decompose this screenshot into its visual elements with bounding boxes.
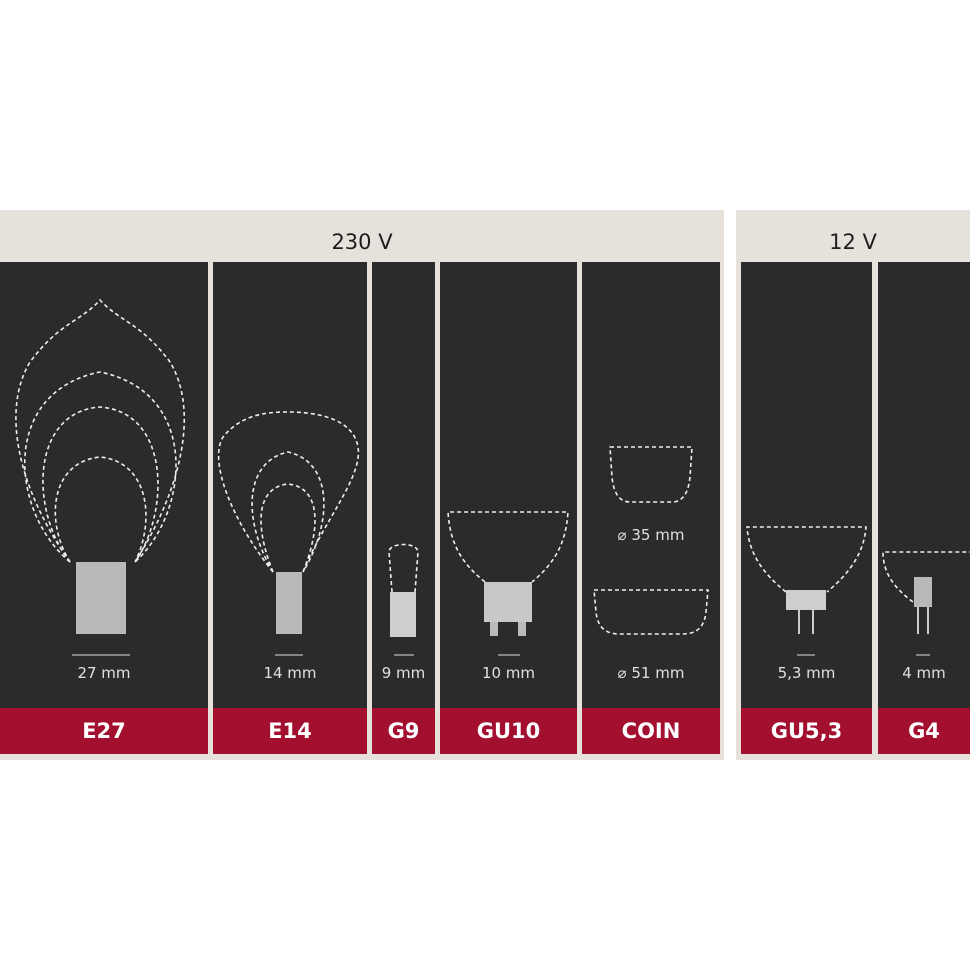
size-label: 10 mm	[481, 664, 536, 682]
base-label-e27: E27	[0, 708, 208, 754]
panel-g4: 4 mm	[878, 262, 970, 708]
g4-bulb-icon	[882, 551, 970, 656]
g9-bulb-icon	[388, 543, 419, 656]
e27-bulb-outline-icon	[15, 298, 186, 656]
base-label-g4: G4	[878, 708, 970, 754]
base-label-e14: E14	[213, 708, 367, 754]
base-label-gu53: GU5,3	[741, 708, 872, 754]
panel-gu53: 5,3 mm	[741, 262, 872, 708]
e14-bulb-outline-icon	[217, 411, 360, 656]
size-label: 4 mm	[902, 664, 946, 682]
size-label: 27 mm	[77, 664, 131, 682]
size-label: ⌀ 51 mm	[617, 664, 685, 682]
size-label: 9 mm	[381, 664, 426, 682]
base-label-gu10: GU10	[440, 708, 577, 754]
gu53-bulb-icon	[746, 526, 867, 656]
size-label: 14 mm	[263, 664, 317, 682]
panel-coin: ⌀ 35 mm ⌀ 51 mm	[582, 262, 720, 708]
panel-e14: 14 mm	[213, 262, 367, 708]
panel-gu10: 10 mm	[440, 262, 577, 708]
size-label-small: ⌀ 35 mm	[617, 526, 685, 544]
base-label-coin: COIN	[582, 708, 720, 754]
base-label-g9: G9	[372, 708, 435, 754]
group-230v: 230 V 27 mm E27 14 mm E14 9 mm G9	[0, 210, 724, 760]
coin-bulb-outline-icon	[593, 446, 709, 635]
group-12v: 12 V 5,3 mm GU5,3 4 mm G4	[736, 210, 970, 760]
panel-e27: 27 mm	[0, 262, 208, 708]
gu10-bulb-icon	[447, 511, 569, 656]
panel-g9: 9 mm	[372, 262, 435, 708]
voltage-label: 230 V	[331, 230, 393, 254]
size-label: 5,3 mm	[777, 664, 836, 682]
voltage-label: 12 V	[829, 230, 877, 254]
